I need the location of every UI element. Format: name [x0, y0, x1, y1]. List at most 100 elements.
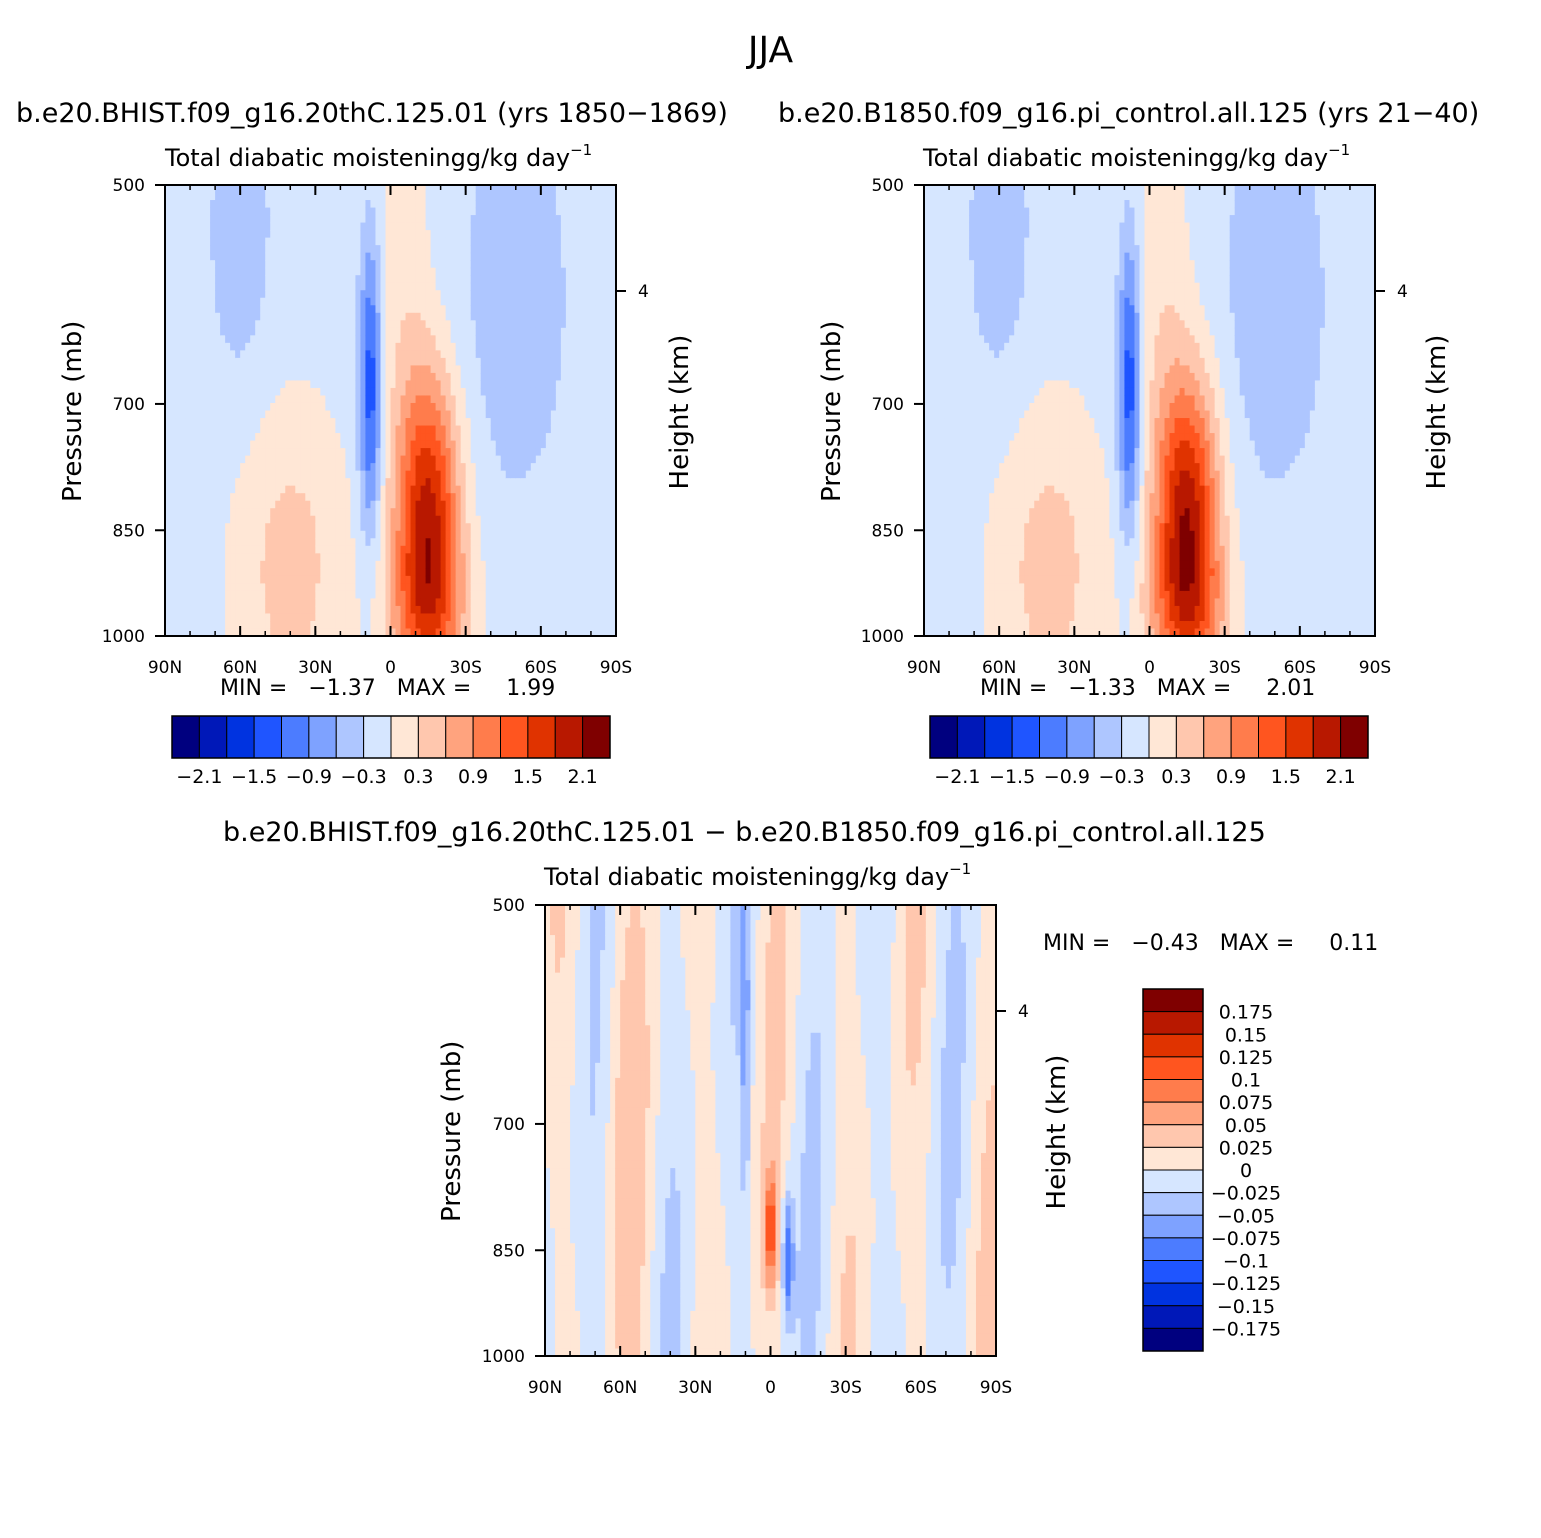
contour-cell	[350, 282, 357, 291]
contour-cell	[555, 260, 562, 269]
contour-cell	[545, 365, 552, 374]
contour-cell	[320, 237, 326, 246]
contour-cell	[545, 508, 552, 517]
contour-cell	[420, 305, 427, 314]
contour-cell	[340, 485, 346, 494]
contour-cell	[500, 463, 507, 472]
contour-cell	[440, 290, 447, 299]
contour-cell	[535, 372, 542, 382]
contour-cell	[210, 357, 216, 366]
contour-cell	[370, 312, 377, 321]
contour-cell	[170, 620, 176, 630]
contour-cell	[345, 613, 352, 622]
contour-cell	[275, 560, 281, 569]
contour-cell	[475, 380, 482, 389]
contour-cell	[500, 320, 507, 329]
contour-cell	[325, 628, 331, 637]
contour-cell	[495, 185, 502, 194]
contour-cell	[165, 448, 171, 457]
contour-cell	[575, 418, 582, 427]
contour-cell	[550, 448, 557, 457]
contour-cell	[455, 297, 462, 306]
contour-cell	[450, 215, 457, 224]
contour-cell	[240, 410, 246, 419]
contour-cell	[455, 342, 462, 351]
contour-cell	[450, 575, 457, 584]
contour-cell	[285, 365, 291, 374]
contour-cell	[305, 222, 311, 231]
contour-cell	[310, 402, 316, 412]
contour-cell	[435, 493, 442, 502]
contour-cell	[180, 185, 186, 194]
contour-cell	[375, 185, 382, 194]
contour-cell	[190, 628, 196, 637]
contour-cell	[480, 448, 487, 457]
contour-cell	[290, 207, 296, 216]
contour-cell	[570, 523, 577, 532]
contour-cell	[195, 260, 201, 269]
contour-cell	[280, 380, 286, 389]
contour-cell	[180, 470, 186, 479]
contour-cell	[410, 192, 417, 201]
contour-cell	[195, 230, 201, 239]
contour-cell	[240, 357, 246, 366]
contour-cell	[335, 267, 341, 276]
contour-cell	[420, 485, 427, 494]
contour-cell	[465, 433, 472, 442]
contour-cell	[480, 515, 487, 524]
contour-cell	[325, 575, 331, 584]
contour-cell	[255, 590, 261, 600]
contour-cell	[485, 305, 492, 314]
contour-cell	[420, 433, 427, 442]
contour-cell	[365, 395, 372, 404]
contour-cell	[350, 448, 357, 457]
contour-cell	[210, 402, 216, 412]
contour-cell	[370, 560, 377, 569]
contour-cell	[515, 560, 522, 569]
contour-cell	[205, 290, 211, 299]
contour-cell	[235, 583, 241, 592]
contour-cell	[445, 275, 452, 284]
contour-cell	[370, 230, 377, 239]
contour-cell	[255, 267, 261, 276]
contour-cell	[190, 320, 196, 329]
contour-cell	[300, 605, 306, 615]
contour-cell	[370, 478, 377, 487]
contour-cell	[445, 440, 452, 449]
contour-cell	[385, 545, 392, 554]
contour-cell	[180, 237, 186, 246]
contour-cell	[315, 448, 321, 457]
contour-cell	[555, 387, 562, 397]
contour-cell	[380, 312, 387, 321]
contour-cell	[560, 448, 567, 457]
contour-cell	[345, 568, 352, 577]
contour-cell	[470, 455, 477, 464]
contour-cell	[270, 553, 276, 562]
contour-cell	[245, 628, 251, 637]
contour-cell	[410, 523, 417, 532]
contour-cell	[170, 545, 176, 554]
contour-cell	[480, 425, 487, 434]
contour-cell	[255, 312, 261, 321]
contour-cell	[285, 508, 291, 517]
contour-cell	[265, 290, 271, 299]
contour-cell	[330, 583, 336, 592]
contour-cell	[420, 500, 427, 509]
contour-cell	[380, 365, 387, 374]
contour-cell	[360, 598, 367, 607]
contour-cell	[190, 327, 196, 336]
contour-cell	[215, 553, 221, 562]
contour-cell	[170, 605, 176, 615]
contour-cell	[465, 463, 472, 472]
contour-cell	[275, 267, 281, 276]
contour-cell	[485, 275, 492, 284]
contour-cell	[575, 523, 582, 532]
contour-cell	[255, 493, 261, 502]
contour-cell	[495, 583, 502, 592]
contour-cell	[390, 455, 397, 464]
contour-cell	[445, 245, 452, 254]
contour-cell	[545, 207, 552, 216]
contour-cell	[480, 380, 487, 389]
contour-cell	[535, 335, 542, 344]
contour-cell	[235, 620, 241, 630]
